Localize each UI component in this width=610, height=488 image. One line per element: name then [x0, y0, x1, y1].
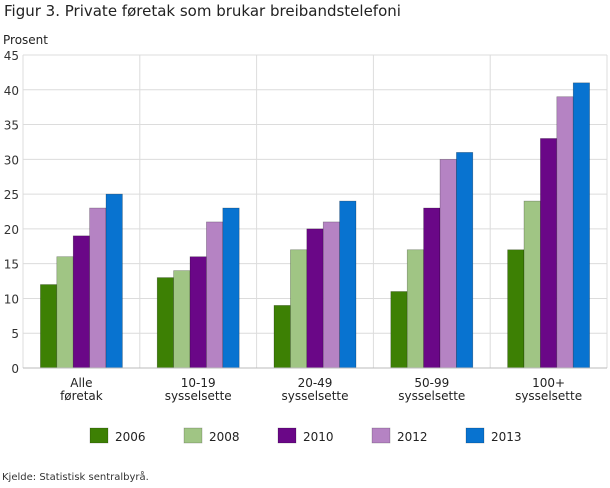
legend-label-2013: 2013	[491, 430, 522, 444]
bar-2013	[222, 207, 240, 369]
y-axis-label: Prosent	[3, 33, 48, 47]
legend-label-2008: 2008	[209, 430, 240, 444]
bar-2010	[72, 235, 90, 369]
source-note: Kjelde: Statistisk sentralbyrå.	[2, 472, 149, 483]
bar-2012	[206, 221, 224, 369]
bar-2008	[290, 249, 308, 369]
legend-swatch-2010	[277, 427, 297, 444]
bar-2006	[40, 284, 58, 369]
legend-swatch-2006	[89, 427, 109, 444]
y-tick-label: 40	[4, 84, 19, 98]
x-tick-label: føretak	[60, 389, 103, 403]
bar-2013	[572, 82, 590, 369]
bar-2012	[89, 207, 107, 369]
x-tick-label: sysselsette	[398, 389, 465, 403]
y-tick-label: 45	[4, 49, 19, 63]
bar-2010	[540, 138, 558, 369]
bar-2008	[56, 256, 74, 369]
legend-swatch-2012	[371, 427, 391, 444]
y-tick-label: 0	[11, 362, 19, 376]
bar-2012	[322, 221, 340, 369]
y-tick-label: 35	[4, 119, 19, 133]
bar-2008	[173, 270, 191, 369]
x-tick-label: sysselsette	[165, 389, 232, 403]
chart-title: Figur 3. Private føretak som brukar brei…	[4, 2, 401, 20]
bar-2006	[390, 291, 408, 369]
bar-2008	[406, 249, 424, 369]
bar-2010	[189, 256, 207, 369]
legend-label-2010: 2010	[303, 430, 334, 444]
legend-swatch-2013	[465, 427, 485, 444]
x-tick-label: Alle	[70, 376, 92, 390]
y-tick-label: 10	[4, 292, 19, 306]
bar-2006	[156, 277, 174, 369]
bar-2012	[439, 159, 457, 369]
x-tick-label: 50-99	[414, 376, 449, 390]
bar-2013	[339, 200, 357, 369]
bar-2013	[105, 193, 123, 369]
bar-2006	[507, 249, 525, 369]
y-tick-label: 30	[4, 153, 19, 167]
x-tick-label: 10-19	[181, 376, 216, 390]
y-tick-label: 25	[4, 188, 19, 202]
y-tick-label: 5	[11, 327, 19, 341]
legend-swatch-2008	[183, 427, 203, 444]
y-tick-label: 20	[4, 223, 19, 237]
bar-2012	[556, 96, 574, 369]
bar-2013	[456, 152, 474, 369]
x-tick-label: sysselsette	[515, 389, 582, 403]
bar-2010	[423, 207, 441, 369]
legend-label-2012: 2012	[397, 430, 428, 444]
bar-2010	[306, 228, 324, 369]
x-tick-label: 100+	[532, 376, 565, 390]
y-tick-label: 15	[4, 258, 19, 272]
bar-2006	[273, 305, 291, 369]
x-tick-label: sysselsette	[281, 389, 348, 403]
x-tick-label: 20-49	[298, 376, 333, 390]
legend-label-2006: 2006	[115, 430, 146, 444]
bar-2008	[523, 200, 541, 369]
